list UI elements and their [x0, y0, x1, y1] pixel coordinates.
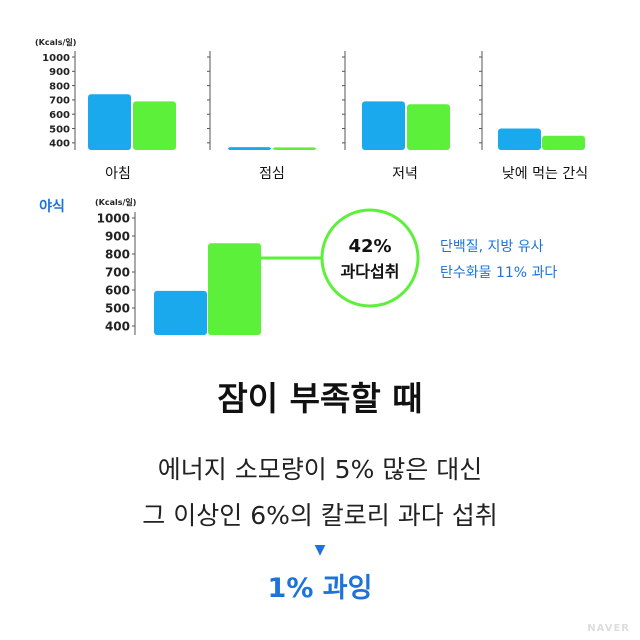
y-tick-label: 700: [49, 96, 70, 107]
side-note-line: 단백질, 지방 유사: [440, 239, 544, 255]
chart-title: 야식: [39, 198, 65, 215]
y-tick-label: 500: [105, 302, 130, 316]
y-tick-label: 400: [105, 320, 130, 334]
callout-circle: [320, 208, 420, 308]
body-line-1: 에너지 소모량이 5% 많은 대신: [157, 455, 483, 484]
bar: [542, 135, 585, 150]
bar: [208, 243, 261, 335]
bar: [133, 101, 176, 150]
chart-title: 점심: [259, 166, 285, 182]
chart-title: 저녁: [392, 166, 418, 182]
y-tick-label: 500: [49, 124, 70, 135]
bar: [498, 128, 541, 150]
side-note-line: 탄수화물 11% 과다: [440, 265, 557, 281]
watermark-logo: NAVER: [587, 623, 630, 634]
body-line-2: 그 이상인 6%의 칼로리 과다 섭취: [142, 501, 498, 530]
bar: [228, 147, 271, 150]
result-text: 1% 과잉: [267, 573, 373, 604]
y-tick-label: 900: [49, 67, 70, 78]
chart-title: 낮에 먹는 간식: [502, 166, 588, 182]
chart-title: 아침: [105, 166, 131, 182]
bar: [88, 94, 131, 150]
y-tick-label: 700: [105, 266, 130, 280]
y-axis-label: (Kcals/일): [95, 197, 136, 207]
bar: [407, 104, 450, 150]
y-axis-label: (Kcals/일): [35, 37, 76, 47]
y-tick-label: 800: [105, 248, 130, 262]
down-arrow-icon: ▼: [314, 542, 326, 558]
y-tick-label: 1000: [42, 53, 70, 64]
bar: [154, 290, 207, 335]
y-tick-label: 900: [105, 230, 130, 244]
y-tick-label: 600: [49, 110, 70, 121]
headline: 잠이 부족할 때: [217, 379, 423, 418]
y-tick-label: 1000: [97, 212, 130, 226]
y-tick-label: 800: [49, 81, 70, 92]
bar: [273, 147, 316, 150]
y-tick-label: 600: [105, 284, 130, 298]
y-tick-label: 400: [49, 139, 70, 150]
callout-label: 과다섭취: [341, 262, 400, 281]
callout-percent: 42%: [348, 236, 391, 257]
bar: [362, 101, 405, 150]
